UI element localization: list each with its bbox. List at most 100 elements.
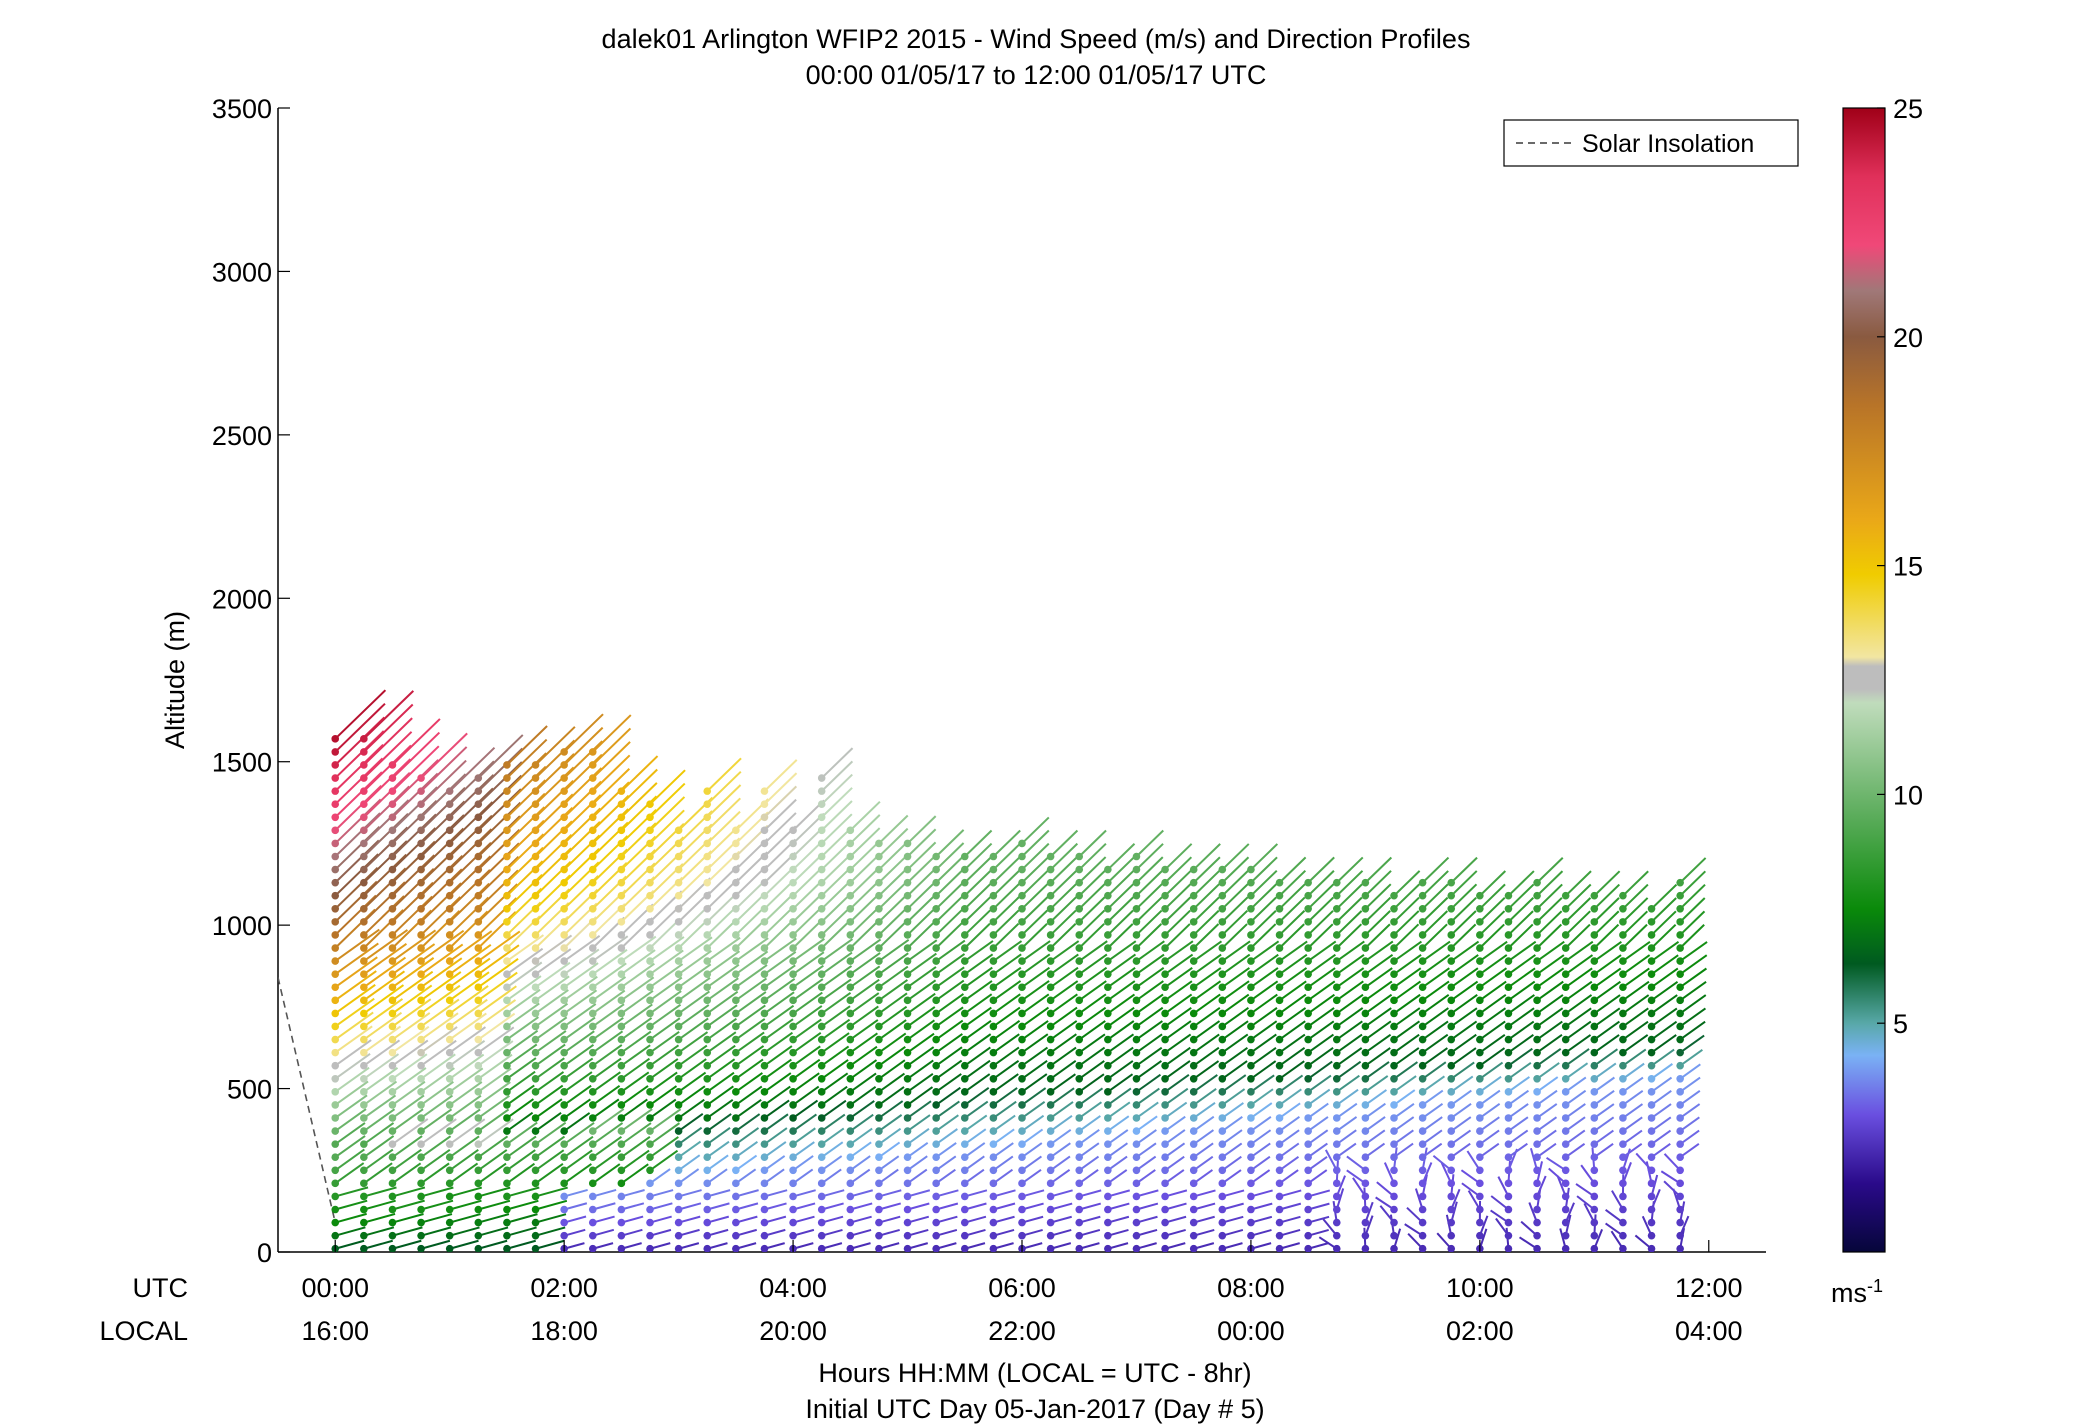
wind-barb	[678, 949, 712, 975]
wind-point	[1561, 1009, 1570, 1018]
wind-barb	[792, 1155, 814, 1172]
wind-barb	[1307, 1060, 1333, 1080]
wind-point	[1447, 1074, 1456, 1083]
wind-point	[732, 1061, 740, 1070]
colorbar-tick-label: 15	[1893, 552, 1923, 582]
wind-point	[1018, 1205, 1026, 1214]
wind-barb	[1565, 980, 1593, 1002]
wind-barb	[706, 1085, 734, 1106]
wind-barb	[1221, 1060, 1248, 1080]
wind-point	[1332, 1088, 1341, 1096]
wind-barb	[477, 815, 521, 858]
wind-point	[846, 839, 855, 848]
wind-barb	[935, 895, 964, 923]
wind-barb	[1364, 1089, 1387, 1106]
wind-point	[646, 839, 654, 848]
wind-point	[1390, 1088, 1398, 1096]
wind-point	[1561, 1061, 1570, 1070]
wind-point	[646, 931, 654, 939]
wind-barb	[735, 892, 767, 923]
wind-point	[1590, 1035, 1599, 1044]
wind-barb	[1164, 909, 1191, 936]
wind-barb	[1164, 869, 1192, 897]
wind-point	[531, 957, 540, 965]
wind-point	[846, 1009, 855, 1018]
wind-barb	[935, 842, 965, 871]
wind-point	[903, 931, 912, 939]
wind-point	[1447, 1114, 1456, 1122]
wind-point	[1161, 1074, 1169, 1083]
wind-barb	[678, 1202, 702, 1211]
wind-barb	[906, 1100, 932, 1119]
wind-point	[732, 918, 740, 926]
wind-barb	[792, 1189, 816, 1198]
wind-point	[1476, 1166, 1484, 1175]
wind-barb	[1422, 1020, 1449, 1041]
wind-point	[760, 1127, 769, 1135]
wind-point	[445, 865, 454, 874]
wind-barb	[878, 1189, 902, 1198]
wind-barb	[1278, 910, 1306, 936]
wind-barb	[477, 747, 524, 792]
wind-barb	[763, 785, 798, 818]
wind-point	[846, 1231, 855, 1240]
wind-point	[503, 1205, 511, 1214]
wind-barb	[1679, 1007, 1707, 1028]
wind-point	[960, 865, 969, 874]
wind-point	[474, 839, 483, 848]
wind-barb	[1450, 980, 1479, 1002]
wind-barb	[1193, 1033, 1220, 1054]
wind-point	[846, 1192, 855, 1201]
wind-point	[560, 1009, 568, 1018]
wind-barb	[1536, 1047, 1562, 1067]
wind-barb	[449, 1026, 487, 1054]
wind-barb	[1221, 1020, 1249, 1041]
wind-barb	[477, 883, 518, 923]
wind-barb	[1536, 1062, 1560, 1080]
wind-profile	[989, 829, 1023, 1252]
wind-barb	[1336, 1088, 1359, 1106]
wind-point	[1247, 1088, 1255, 1096]
wind-barb	[1450, 1129, 1472, 1145]
wind-point	[503, 983, 511, 992]
wind-barb	[620, 949, 656, 975]
wind-point	[1561, 970, 1570, 978]
wind-barb	[878, 979, 908, 1002]
wind-point	[1504, 996, 1513, 1005]
wind-point	[360, 944, 368, 952]
wind-point	[445, 1061, 454, 1070]
wind-barb	[763, 906, 795, 936]
wind-point	[1561, 1035, 1570, 1044]
wind-barb	[1336, 1007, 1364, 1028]
wind-point	[1533, 1088, 1541, 1096]
wind-barb	[1049, 896, 1077, 923]
wind-barb	[391, 1108, 424, 1132]
wind-point	[1189, 891, 1198, 900]
wind-barb	[706, 1127, 731, 1145]
wind-point	[560, 813, 568, 822]
wind-point	[360, 996, 368, 1005]
wind-point	[703, 931, 712, 939]
wind-point	[903, 1101, 912, 1109]
wind-barb	[477, 971, 518, 1002]
wind-point	[1590, 983, 1599, 992]
wind-point	[360, 931, 368, 939]
wind-point	[531, 1231, 540, 1240]
wind-barb	[1393, 1033, 1420, 1054]
wind-point	[789, 1035, 797, 1044]
wind-barb	[420, 1026, 458, 1054]
wind-point	[1561, 996, 1570, 1005]
wind-point	[1390, 944, 1398, 952]
wind-point	[1304, 1048, 1312, 1057]
wind-point	[617, 1166, 626, 1175]
wind-barb	[849, 1032, 878, 1054]
wind-barb	[1250, 953, 1279, 975]
wind-point	[1619, 944, 1627, 952]
wind-barb	[449, 1213, 481, 1224]
wind-point	[474, 1035, 483, 1044]
wind-point	[1332, 1009, 1341, 1018]
wind-barb	[1164, 1046, 1191, 1067]
wind-barb	[1650, 1020, 1678, 1041]
wind-point	[1418, 905, 1427, 913]
wind-barb	[1021, 953, 1051, 975]
